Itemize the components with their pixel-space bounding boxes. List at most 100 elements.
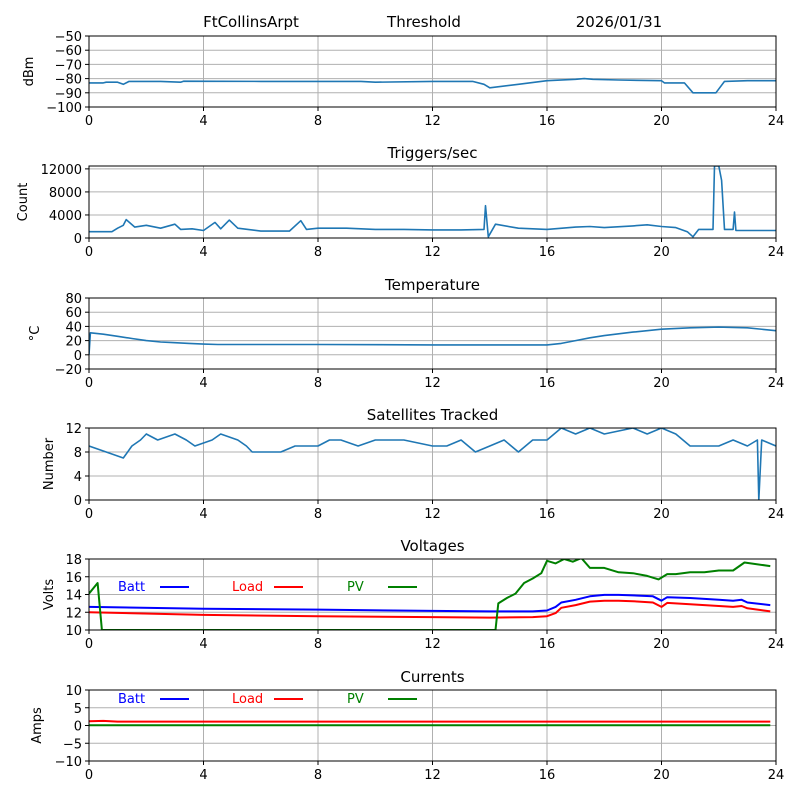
y-tick-label: 0: [74, 494, 82, 509]
y-tick-label: −10: [55, 755, 82, 770]
x-tick-label: 8: [314, 637, 322, 652]
x-tick-label: 16: [539, 637, 556, 652]
y-tick-label: −100: [46, 101, 82, 116]
x-tick-label: 0: [85, 637, 93, 652]
series-line-threshold: [89, 77, 776, 94]
series-line-temperature: [89, 326, 776, 355]
y-tick-label: 12: [65, 422, 82, 437]
y-tick-label: 5: [74, 702, 82, 717]
panel-threshold: 0 4 8 12 16 20 24 −100−90−80−70−60−50 dBm: [22, 30, 784, 129]
y-tick-label: −50: [55, 30, 82, 45]
y-tick-label: 0: [74, 720, 82, 735]
x-tick-label: 12: [424, 376, 441, 391]
y-tick-label: 80: [65, 292, 82, 307]
x-tick-label: 0: [85, 114, 93, 129]
x-tick-label: 24: [768, 507, 785, 522]
panel-triggers: 0 4 8 12 16 20 24 0 4000 8000 12000 Triggers/sec Cou…: [16, 144, 784, 260]
panel-title: Temperature: [384, 276, 480, 294]
y-tick-label: −70: [55, 58, 82, 73]
y-axis-label: °C: [28, 326, 43, 342]
x-tick-label: 8: [314, 768, 322, 783]
series-line-satellites: [89, 428, 776, 500]
x-tick-label: 12: [424, 245, 441, 260]
y-axis-label: dBm: [22, 57, 37, 87]
y-tick-label: 4: [74, 470, 82, 485]
panel-voltages: 0 4 8 12 16 20 24 10 12 14 16 18 Voltages Volts Batt Lo…: [42, 537, 784, 652]
y-axis-label: Amps: [30, 707, 45, 744]
legend-label-load: Load: [232, 692, 263, 707]
x-tick-label: 0: [85, 768, 93, 783]
x-tick-label: 4: [199, 114, 207, 129]
x-tick-label: 8: [314, 507, 322, 522]
y-tick-label: 20: [65, 335, 82, 350]
y-tick-label: 12: [65, 606, 82, 621]
y-tick-label: 60: [65, 306, 82, 321]
x-tick-label: 4: [199, 376, 207, 391]
x-tick-label: 16: [539, 376, 556, 391]
panel-title: Triggers/sec: [387, 144, 478, 162]
x-tick-label: 20: [653, 245, 670, 260]
x-tick-label: 12: [424, 507, 441, 522]
x-tick-label: 24: [768, 114, 785, 129]
y-tick-label: 0: [74, 232, 82, 247]
x-tick-label: 16: [539, 507, 556, 522]
x-tick-label: 8: [314, 376, 322, 391]
x-tick-label: 0: [85, 507, 93, 522]
legend-label-load: Load: [232, 580, 263, 595]
y-tick-label: −90: [55, 87, 82, 102]
legend-label-pv: PV: [347, 692, 364, 707]
x-tick-label: 16: [539, 768, 556, 783]
y-tick-label: 10: [65, 684, 82, 699]
x-tick-label: 24: [768, 245, 785, 260]
x-tick-label: 0: [85, 376, 93, 391]
x-tick-label: 4: [199, 637, 207, 652]
legend-label-batt: Batt: [118, 692, 145, 707]
y-tick-label: −80: [55, 73, 82, 88]
legend-label-pv: PV: [347, 580, 364, 595]
header-date: 2026/01/31: [576, 13, 662, 31]
x-tick-label: 24: [768, 637, 785, 652]
y-tick-label: 40: [65, 320, 82, 335]
y-tick-label: 14: [65, 589, 82, 604]
y-tick-label: −60: [55, 44, 82, 59]
x-tick-label: 20: [653, 376, 670, 391]
y-axis-label: Volts: [42, 579, 57, 611]
x-tick-label: 4: [199, 245, 207, 260]
x-tick-label: 20: [653, 637, 670, 652]
series-group: [89, 559, 771, 630]
x-tick-label: 16: [539, 114, 556, 129]
x-tick-label: 12: [424, 637, 441, 652]
x-tick-label: 12: [424, 114, 441, 129]
x-tick-label: 4: [199, 768, 207, 783]
x-tick-label: 4: [199, 507, 207, 522]
series-line-triggers: [89, 166, 776, 238]
y-tick-label: 18: [65, 553, 82, 568]
header-mode: Threshold: [386, 13, 461, 31]
x-tick-label: 12: [424, 768, 441, 783]
series-line-load: [89, 719, 771, 723]
x-tick-label: 20: [653, 768, 670, 783]
series-line-load: [89, 599, 771, 619]
y-tick-label: −5: [63, 737, 82, 752]
y-tick-label: 12000: [41, 163, 82, 178]
x-tick-label: 8: [314, 245, 322, 260]
series-line-pv: [89, 559, 771, 630]
y-tick-label: 4000: [49, 209, 82, 224]
x-tick-label: 20: [653, 507, 670, 522]
x-tick-label: 16: [539, 245, 556, 260]
panel-title: Voltages: [400, 537, 464, 555]
series-group: [89, 326, 776, 355]
header-station: FtCollinsArpt: [203, 13, 299, 31]
panel-title: Satellites Tracked: [367, 406, 498, 424]
series-group: [89, 428, 776, 500]
y-tick-label: 16: [65, 571, 82, 586]
y-tick-label: −20: [55, 363, 82, 378]
y-tick-label: 8000: [49, 186, 82, 201]
x-tick-label: 0: [85, 245, 93, 260]
series-group: [89, 77, 776, 94]
y-tick-label: 8: [74, 446, 82, 461]
x-tick-label: 24: [768, 376, 785, 391]
